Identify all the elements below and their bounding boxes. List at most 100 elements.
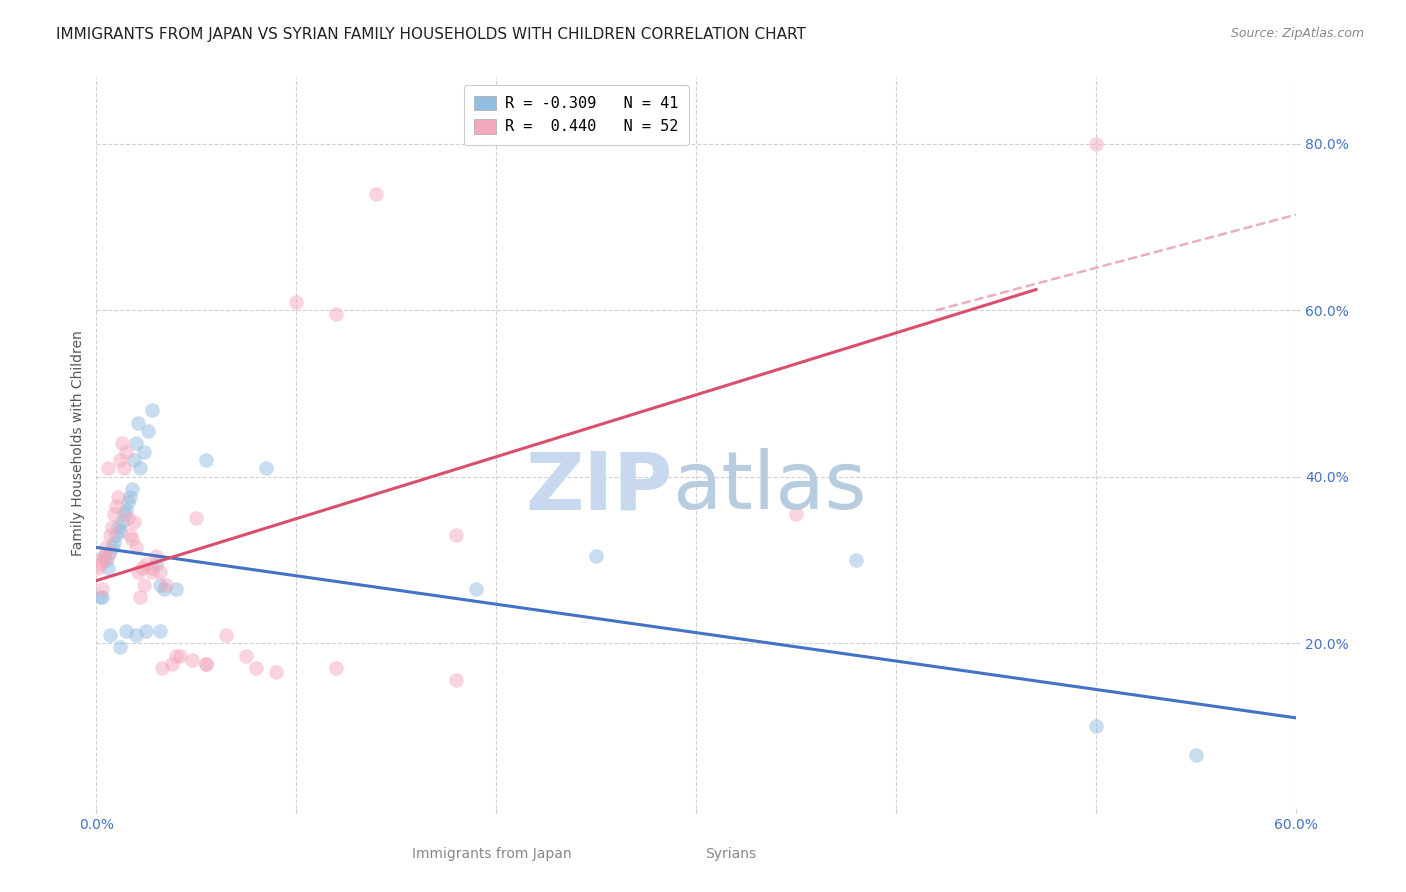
Point xyxy=(195,657,218,671)
Point xyxy=(153,582,176,596)
Point xyxy=(135,557,157,571)
Point xyxy=(121,482,143,496)
Point xyxy=(115,444,138,458)
Point xyxy=(111,436,134,450)
Point xyxy=(93,549,115,563)
Text: Immigrants from Japan: Immigrants from Japan xyxy=(412,847,572,861)
Point xyxy=(87,561,110,575)
Point xyxy=(91,591,114,605)
Point xyxy=(91,553,114,567)
Point xyxy=(165,582,187,596)
Point xyxy=(101,519,124,533)
Point xyxy=(134,444,156,458)
Text: ZIP: ZIP xyxy=(524,449,672,526)
Point xyxy=(112,461,135,475)
Point xyxy=(149,624,172,638)
Point xyxy=(585,549,607,563)
Point xyxy=(195,453,218,467)
Point xyxy=(124,453,146,467)
Point xyxy=(110,524,132,538)
Point xyxy=(98,528,121,542)
Point xyxy=(845,553,868,567)
Point xyxy=(112,507,135,521)
Point xyxy=(145,549,167,563)
Point xyxy=(465,582,488,596)
Point xyxy=(169,648,191,663)
Point xyxy=(325,661,347,675)
Point xyxy=(141,561,163,575)
Point xyxy=(125,541,148,555)
Point xyxy=(150,661,173,675)
Point xyxy=(93,549,115,563)
Point xyxy=(129,461,152,475)
Point xyxy=(145,557,167,571)
Point xyxy=(155,578,177,592)
Text: IMMIGRANTS FROM JAPAN VS SYRIAN FAMILY HOUSEHOLDS WITH CHILDREN CORRELATION CHAR: IMMIGRANTS FROM JAPAN VS SYRIAN FAMILY H… xyxy=(56,27,806,42)
Point xyxy=(131,561,153,575)
Point xyxy=(117,494,139,508)
Point xyxy=(127,416,149,430)
Point xyxy=(325,308,347,322)
Point xyxy=(235,648,257,663)
Point xyxy=(110,453,132,467)
Point xyxy=(96,541,118,555)
Point xyxy=(444,528,467,542)
Point xyxy=(285,295,308,310)
Point xyxy=(134,578,156,592)
Point xyxy=(266,665,288,680)
Point xyxy=(125,628,148,642)
Text: Syrians: Syrians xyxy=(706,847,756,861)
Point xyxy=(1085,136,1108,151)
Point xyxy=(124,516,146,530)
Point xyxy=(121,532,143,546)
Point xyxy=(141,403,163,417)
Point xyxy=(107,491,129,505)
Point xyxy=(105,499,128,513)
Point xyxy=(98,628,121,642)
Point xyxy=(97,461,120,475)
Point xyxy=(141,566,163,580)
Point xyxy=(101,541,124,555)
Point xyxy=(91,582,114,596)
Y-axis label: Family Households with Children: Family Households with Children xyxy=(72,331,86,557)
Point xyxy=(1085,719,1108,733)
Point xyxy=(117,511,139,525)
Point xyxy=(107,519,129,533)
Point xyxy=(120,528,142,542)
Point xyxy=(89,557,111,571)
Point xyxy=(120,491,142,505)
Point xyxy=(444,673,467,688)
Point xyxy=(125,436,148,450)
Point xyxy=(149,566,172,580)
Point xyxy=(105,528,128,542)
Point xyxy=(136,424,159,438)
Point xyxy=(245,661,267,675)
Point xyxy=(1185,748,1208,763)
Point xyxy=(111,516,134,530)
Point xyxy=(785,507,807,521)
Point xyxy=(115,624,138,638)
Point xyxy=(103,507,125,521)
Point xyxy=(110,640,132,655)
Point xyxy=(162,657,184,671)
Point xyxy=(89,591,111,605)
Point xyxy=(366,186,388,201)
Point xyxy=(215,628,238,642)
Point xyxy=(181,653,204,667)
Point xyxy=(149,578,172,592)
Point xyxy=(254,461,277,475)
Legend: R = -0.309   N = 41, R =  0.440   N = 52: R = -0.309 N = 41, R = 0.440 N = 52 xyxy=(464,85,689,145)
Point xyxy=(96,553,118,567)
Point xyxy=(129,591,152,605)
Point xyxy=(97,549,120,563)
Text: Source: ZipAtlas.com: Source: ZipAtlas.com xyxy=(1230,27,1364,40)
Point xyxy=(98,544,121,558)
Point xyxy=(195,657,218,671)
Point xyxy=(127,566,149,580)
Point xyxy=(135,624,157,638)
Point xyxy=(165,648,187,663)
Point xyxy=(97,561,120,575)
Point xyxy=(115,503,138,517)
Text: atlas: atlas xyxy=(672,449,866,526)
Point xyxy=(186,511,208,525)
